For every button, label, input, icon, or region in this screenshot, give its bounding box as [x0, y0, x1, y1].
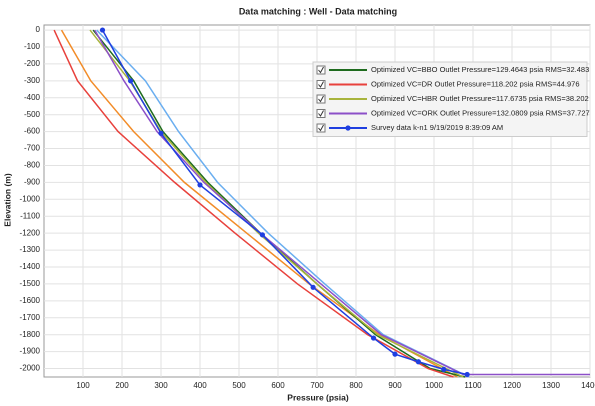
x-tick-label: 1400: [581, 381, 595, 390]
legend-checkbox: [316, 109, 326, 118]
x-tick-label: 1100: [464, 381, 482, 390]
y-tick-label: -1200: [20, 228, 41, 237]
chart-title: Data matching : Well - Data matching: [239, 6, 397, 16]
y-tick-label: -1900: [20, 347, 41, 356]
legend-checkbox: [316, 123, 326, 133]
x-tick-label: 100: [76, 381, 90, 390]
y-tick-label: -1000: [20, 194, 41, 203]
legend-check: [318, 110, 324, 117]
data-point: [99, 27, 106, 33]
data-point: [392, 351, 398, 357]
x-tick-label: 200: [115, 381, 129, 390]
x-tick-label: 700: [310, 381, 324, 390]
y-tick-label: -200: [24, 59, 41, 68]
data-point: [415, 359, 421, 365]
legend-label: Optimized VC=ORK Outlet Pressure=132.080…: [371, 108, 590, 117]
data-point: [464, 371, 470, 378]
data-point: [441, 366, 447, 372]
legend-check: [318, 95, 324, 103]
x-tick-label: 600: [271, 381, 285, 390]
y-tick-label: -100: [24, 42, 41, 51]
legend-label: Optimized VC=DR Outlet Pressure=118.202 …: [371, 79, 580, 88]
y-tick-label: -1500: [20, 279, 41, 288]
y-tick-label: -2000: [20, 364, 41, 373]
data-point: [158, 130, 164, 136]
x-tick-label: 900: [388, 381, 402, 390]
x-tick-label: 1300: [542, 381, 560, 390]
y-axis-label: Elevation (m): [2, 173, 12, 227]
legend-check: [318, 124, 324, 132]
y-tick-label: -700: [24, 144, 41, 153]
y-tick-label: -1300: [20, 245, 41, 254]
y-tick-label: -600: [24, 127, 41, 136]
y-tick-label: 0: [36, 25, 41, 34]
y-tick-label: -1700: [20, 313, 41, 322]
legend-check: [318, 81, 324, 88]
data-point: [310, 284, 316, 290]
y-tick-label: -1100: [20, 211, 40, 220]
x-tick-label: 1200: [503, 381, 521, 390]
x-axis-label: Pressure (psia): [287, 392, 349, 402]
x-tick-label: 400: [193, 381, 207, 390]
series-line: [53, 29, 454, 378]
x-tick-label: 1000: [425, 381, 443, 390]
legend-label: Survey data k-n1 9/19/2019 8:39:09 AM: [371, 123, 503, 132]
legend-marker: [345, 125, 351, 131]
y-tick-label: -300: [24, 76, 41, 85]
legend-label: Optimized VC=BBO Outlet Pressure=129.464…: [371, 65, 589, 74]
series-line: [96, 29, 470, 378]
legend-checkbox: [316, 65, 326, 75]
legend-checkbox: [316, 94, 326, 104]
y-tick-label: -1400: [20, 262, 41, 271]
data-point: [197, 182, 203, 188]
x-tick-label: 800: [349, 381, 363, 390]
y-tick-label: -1800: [20, 330, 41, 339]
data-point: [370, 335, 377, 341]
x-tick-label: 300: [154, 381, 168, 390]
legend-label: Optimized VC=HBR Outlet Pressure=117.673…: [371, 94, 589, 103]
x-tick-label: 500: [232, 381, 246, 390]
y-tick-label: -500: [24, 110, 41, 119]
legend-check: [318, 66, 324, 74]
data-point: [127, 78, 134, 84]
y-tick-label: -900: [24, 177, 41, 186]
y-tick-label: -800: [24, 161, 41, 170]
y-tick-label: -400: [24, 93, 41, 102]
data-point: [259, 232, 265, 238]
y-tick-label: -1600: [20, 296, 41, 305]
legend-checkbox: [316, 80, 326, 89]
